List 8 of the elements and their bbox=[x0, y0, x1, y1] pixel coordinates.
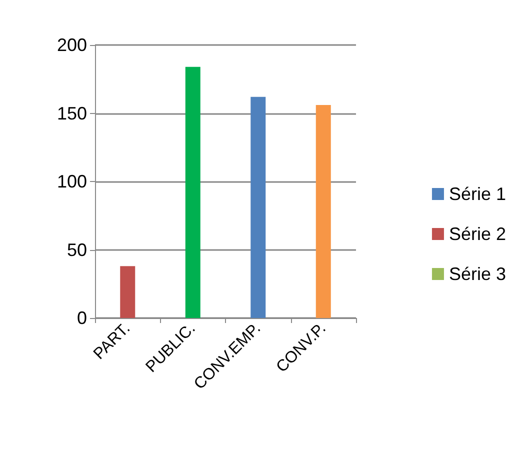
y-tick-label: 150 bbox=[56, 103, 87, 124]
legend-label: Série 2 bbox=[448, 224, 506, 244]
y-tick-label: 0 bbox=[76, 308, 87, 328]
y-tick-label: 200 bbox=[56, 35, 87, 55]
y-tick-label: 50 bbox=[66, 240, 87, 260]
legend-label: Série 3 bbox=[448, 264, 506, 284]
y-tick-label: 100 bbox=[56, 172, 87, 192]
legend-label: Série 1 bbox=[448, 184, 506, 204]
